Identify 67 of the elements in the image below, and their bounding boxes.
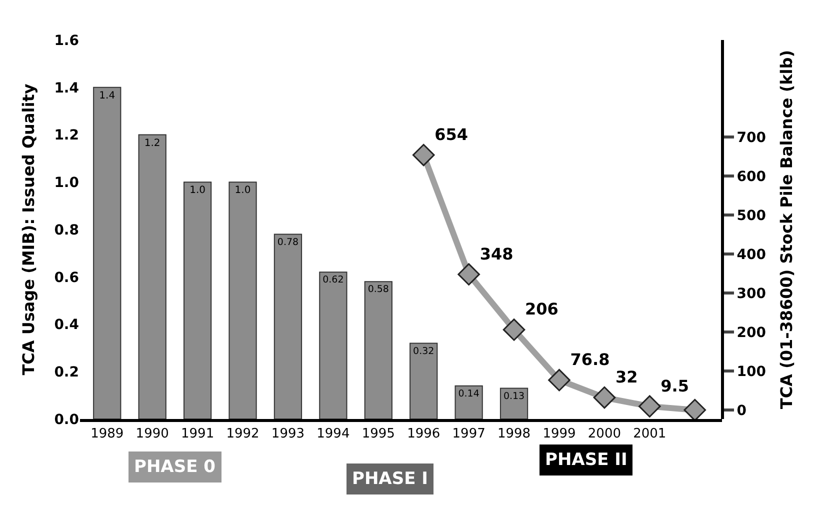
data-label: 348 [480,244,514,264]
x-tick-label: 1992 [226,426,260,442]
y-tick-label: 0.0 [54,412,80,428]
y-tick-label: 0.8 [54,222,79,238]
x-tick-label: 1990 [136,426,169,442]
bar [319,272,348,419]
point [593,386,616,409]
x-tick-label: 1993 [271,426,305,442]
data-label: 1.0 [190,185,206,196]
text: PHASE 0 [134,457,216,477]
y-tick-label: 0.4 [54,317,80,334]
point [458,263,480,286]
bar [274,234,302,419]
point [412,144,435,166]
bar [500,388,528,419]
data-label: 206 [525,300,558,319]
y-tick-label: 1.2 [54,128,79,144]
y2-tick-label: 600 [736,168,766,185]
point [548,368,570,392]
data-label: 1.4 [99,90,116,102]
bar [228,182,257,419]
y-tick-label: 1.6 [54,32,79,49]
bar [410,342,438,419]
y-tick-label: 0.2 [54,364,79,381]
x-tick-label: 1999 [542,426,576,442]
text: PHASE II [545,450,628,470]
x-tick-label: 1997 [452,426,486,442]
y2-tick-label: 0 [736,402,747,419]
data-label: 0.32 [413,346,434,357]
data-label: 654 [434,125,468,144]
bar [364,281,392,419]
x-tick-label: 1994 [316,426,350,442]
y2-axis-title: TCA (01-38600) Stock Pile Balance (klb) [776,50,796,410]
x-tick-label: 2001 [633,426,666,442]
data-label: 0.62 [322,274,344,286]
data-label: 0.78 [277,236,299,248]
y2-tick-label: 400 [736,246,766,263]
data-label: 32 [615,368,638,387]
data-label: 0.14 [458,388,480,400]
y-tick-label: 1.4 [54,80,80,96]
x-tick-label: 1995 [362,426,395,442]
point [502,318,526,341]
data-label: 9.5 [660,376,690,396]
bar [454,385,483,419]
x-tick-label: 1998 [497,426,531,442]
x-tick-label: 1989 [90,426,124,442]
y-tick-label: 1.0 [54,175,80,192]
x-tick-label: 2000 [588,426,621,442]
y-axis-title: TCA Usage (MIB): Issued Quality [19,83,38,376]
data-label: 76.8 [570,350,610,370]
text: PHASE I [352,469,428,489]
y2-tick-label: 200 [736,324,766,341]
data-label: 0.58 [368,284,389,296]
point [638,395,661,418]
x-tick-label: 1991 [181,426,214,442]
bar [93,86,122,419]
y2-tick-label: 700 [736,130,766,146]
y2-tick-label: 500 [736,208,766,224]
y-tick-label: 0.6 [54,270,79,286]
data-label: 1.2 [144,138,160,149]
data-label: 0.13 [503,390,525,402]
x-tick-label: 1996 [407,426,440,442]
y2-tick-label: 100 [736,364,766,380]
bar [138,134,166,419]
data-label: 1.0 [234,185,251,196]
y2-tick-label: 300 [736,286,766,302]
bar [183,182,212,419]
